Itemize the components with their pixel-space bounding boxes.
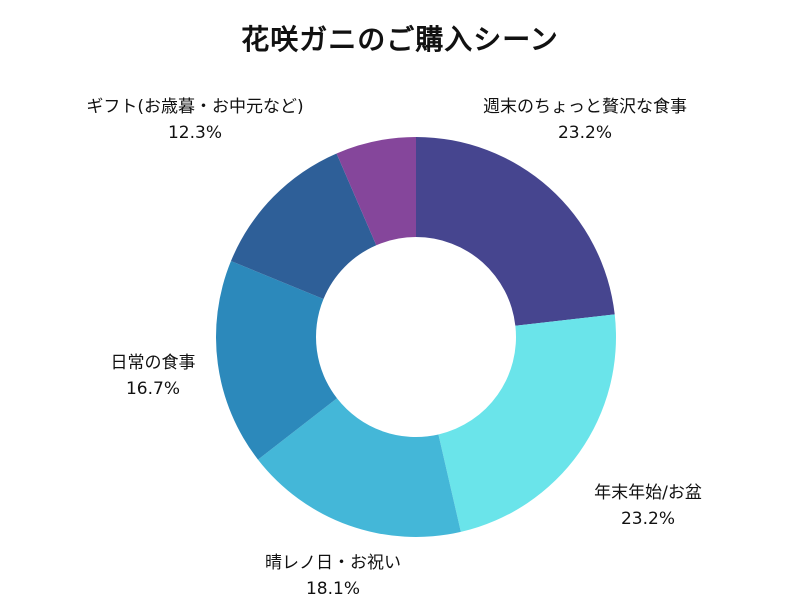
donut-slice-4 bbox=[215, 261, 337, 460]
donut-slice-6 bbox=[336, 137, 416, 246]
donut-slice-5 bbox=[230, 153, 377, 300]
donut-slice-2 bbox=[438, 314, 616, 532]
labels-group: 週末のちょっと贅沢な食事 23.2% 年末年始/お盆 23.2% 晴レノ日・お祝い 18.… bbox=[86, 97, 702, 599]
donut-slice-3 bbox=[257, 398, 461, 537]
slice-label-1: 週末のちょっと贅沢な食事 bbox=[483, 97, 687, 117]
slice-value-2: 23.2% bbox=[621, 509, 675, 529]
slices-group bbox=[215, 137, 616, 537]
slice-value-5: 12.3% bbox=[168, 123, 222, 143]
slice-label-2: 年末年始/お盆 bbox=[594, 483, 702, 503]
slice-value-4: 16.7% bbox=[126, 379, 180, 399]
slice-label-3: 晴レノ日・お祝い bbox=[265, 553, 401, 573]
chart-title: 花咲ガニのご購入シーン bbox=[241, 23, 559, 56]
slice-value-3: 18.1% bbox=[306, 579, 360, 599]
slice-label-4: 日常の食事 bbox=[111, 353, 196, 373]
slice-value-1: 23.2% bbox=[558, 123, 612, 143]
donut-slice-1 bbox=[416, 137, 615, 326]
slice-label-5: ギフト(お歳暮・お中元など) bbox=[86, 97, 303, 117]
